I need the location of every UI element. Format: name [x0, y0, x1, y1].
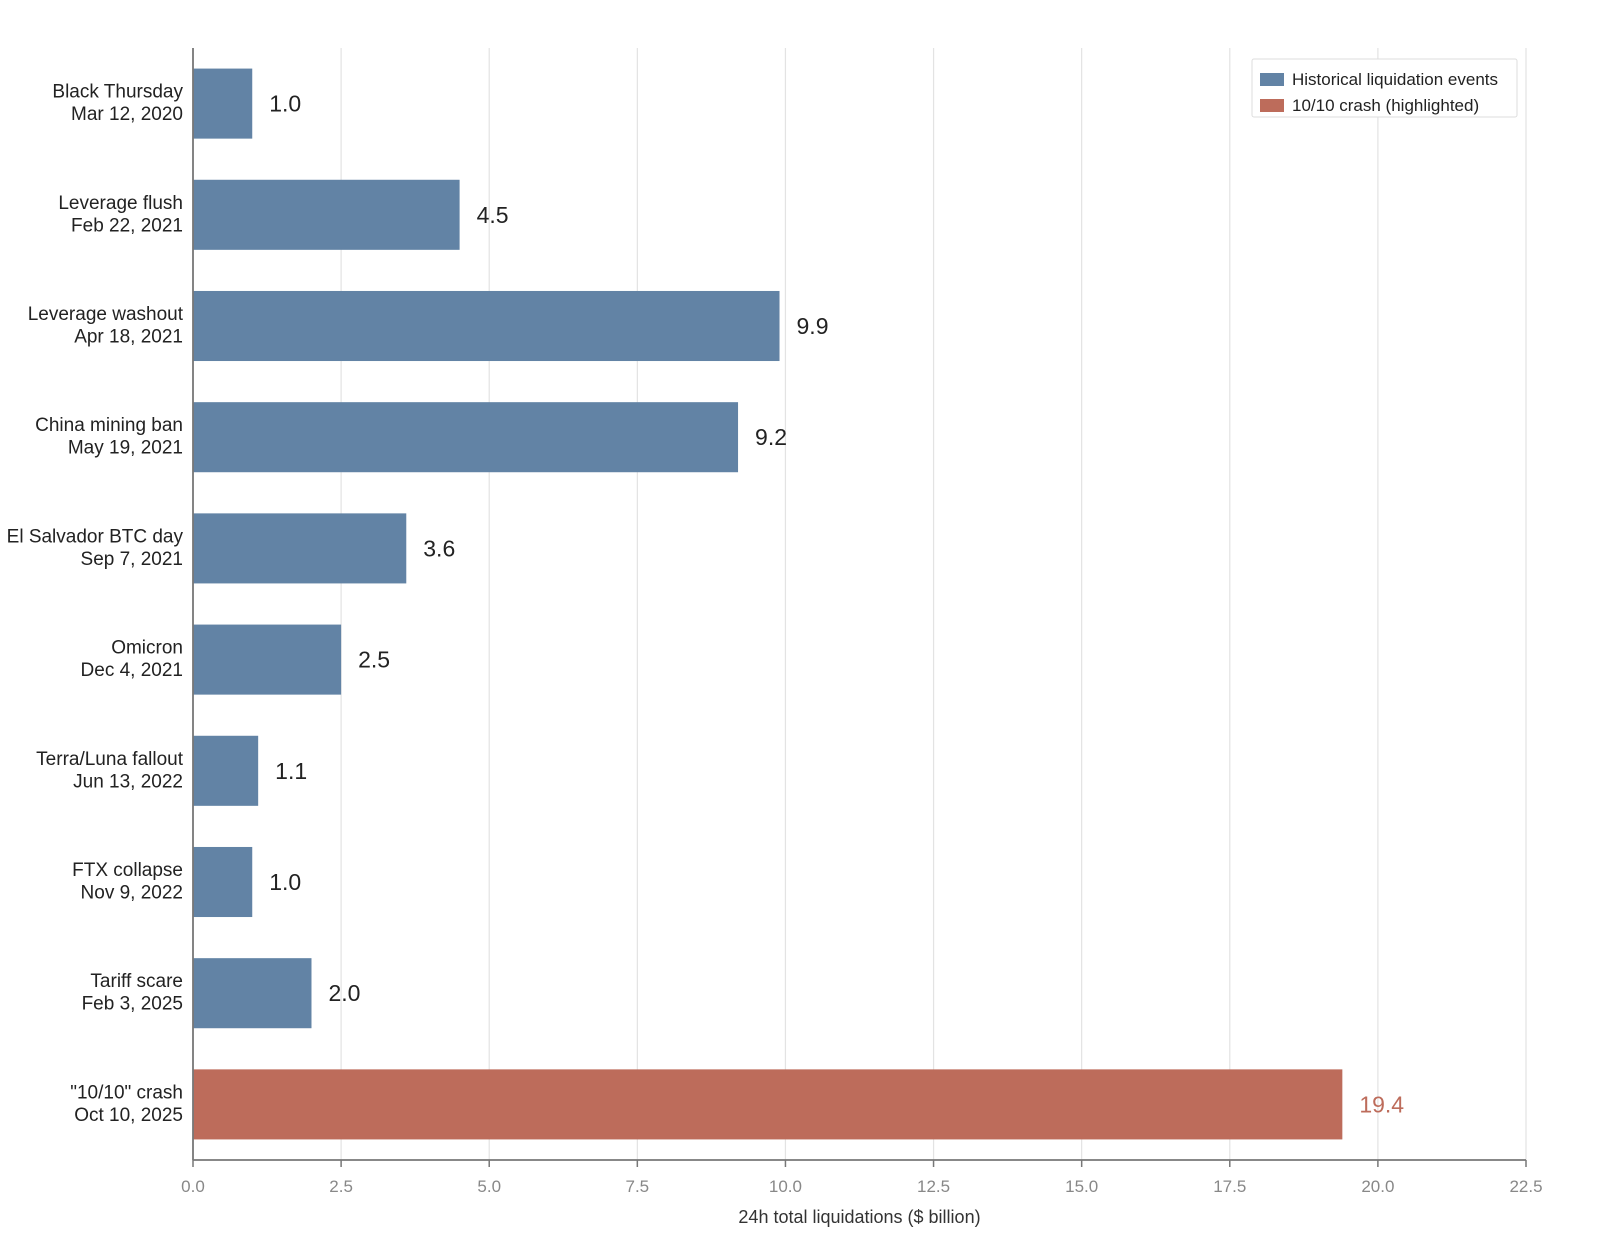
value-label: 3.6 — [423, 535, 455, 561]
category-label: Leverage washout — [28, 304, 184, 325]
value-label: 19.4 — [1359, 1091, 1404, 1117]
category-label: "10/10" crash — [70, 1082, 183, 1103]
category-label: Leverage flush — [58, 193, 183, 214]
legend-swatch-historical — [1260, 73, 1284, 86]
bar — [193, 402, 739, 473]
category-label: El Salvador BTC day — [7, 526, 184, 547]
grid-lines — [340, 48, 1527, 1160]
x-tick-label: 12.5 — [917, 1177, 950, 1196]
bar — [193, 290, 780, 362]
x-tick-label: 17.5 — [1213, 1177, 1246, 1196]
bar — [193, 513, 407, 584]
value-label: 1.0 — [269, 869, 301, 895]
value-label: 1.1 — [275, 758, 307, 784]
category-date-label: Sep 7, 2021 — [81, 549, 183, 570]
legend-box — [1251, 58, 1518, 118]
legend: Historical liquidation events 10/10 cras… — [1251, 58, 1518, 118]
category-date-label: Nov 9, 2022 — [81, 883, 183, 904]
bar — [193, 958, 312, 1029]
x-tick-label: 5.0 — [477, 1177, 501, 1196]
value-label: 1.0 — [269, 91, 301, 117]
bars — [193, 68, 1343, 1140]
category-label: Terra/Luna fallout — [36, 749, 184, 770]
x-axis-title: 24h total liquidations ($ billion) — [738, 1207, 980, 1227]
bar — [193, 846, 253, 918]
bar — [193, 624, 342, 695]
category-date-label: Apr 18, 2021 — [74, 327, 183, 348]
bar-highlighted — [193, 1069, 1343, 1140]
x-tick-label: 20.0 — [1361, 1177, 1394, 1196]
category-date-label: Oct 10, 2025 — [74, 1105, 183, 1126]
category-date-label: Feb 22, 2021 — [71, 215, 183, 236]
value-label: 9.2 — [755, 424, 787, 450]
x-tick-label: 22.5 — [1509, 1177, 1542, 1196]
x-tick-label: 7.5 — [626, 1177, 650, 1196]
legend-swatch-highlighted — [1260, 99, 1284, 112]
category-label: FTX collapse — [72, 860, 183, 881]
category-date-label: Mar 12, 2020 — [71, 104, 183, 125]
value-label: 2.5 — [358, 647, 390, 673]
bar — [193, 179, 460, 250]
category-date-label: Feb 3, 2025 — [82, 994, 183, 1015]
bar — [193, 68, 253, 139]
category-date-label: Dec 4, 2021 — [81, 660, 183, 681]
category-date-label: Jun 13, 2022 — [73, 771, 183, 792]
category-label: China mining ban — [35, 415, 183, 436]
value-label: 4.5 — [477, 202, 509, 228]
value-label: 9.9 — [797, 313, 829, 339]
axes: 0.0 2.5 5.0 7.5 10.0 12.5 15.0 17.5 20.0 22.5 — [181, 48, 1543, 1196]
category-label: Tariff scare — [90, 971, 183, 992]
x-tick-label: 0.0 — [181, 1177, 205, 1196]
legend-label-highlighted: 10/10 crash (highlighted) — [1292, 96, 1479, 115]
legend-label-historical: Historical liquidation events — [1292, 70, 1498, 89]
x-tick-label: 2.5 — [329, 1177, 353, 1196]
x-tick-label: 10.0 — [769, 1177, 802, 1196]
category-label: Omicron — [111, 638, 183, 659]
x-tick-label: 15.0 — [1065, 1177, 1098, 1196]
value-label: 2.0 — [328, 980, 360, 1006]
category-label: Black Thursday — [52, 82, 183, 103]
category-date-label: May 19, 2021 — [68, 438, 183, 459]
bar — [193, 735, 259, 806]
